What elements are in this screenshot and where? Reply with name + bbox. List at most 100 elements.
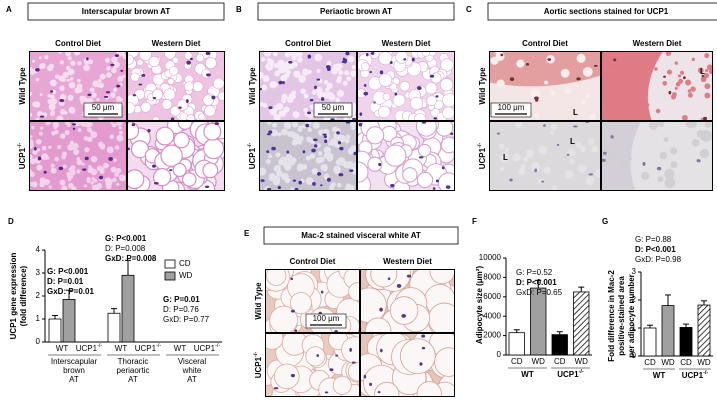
cell bbox=[114, 61, 119, 66]
nucleus bbox=[369, 382, 373, 386]
cell bbox=[687, 89, 692, 93]
nucleus bbox=[359, 112, 363, 116]
cell bbox=[367, 156, 383, 172]
cell bbox=[627, 156, 632, 161]
cell bbox=[59, 133, 66, 139]
nucleus bbox=[114, 54, 119, 57]
cell bbox=[285, 69, 291, 75]
cell bbox=[59, 109, 66, 115]
cell bbox=[618, 56, 624, 61]
cell bbox=[205, 57, 217, 69]
nucleus bbox=[588, 173, 594, 176]
row-label-base: UCP1 bbox=[478, 147, 487, 169]
nucleus bbox=[406, 274, 412, 278]
cell bbox=[152, 116, 160, 120]
cell bbox=[106, 72, 112, 78]
stat-text: D: P<0.001 bbox=[516, 278, 557, 287]
cell bbox=[76, 159, 83, 166]
cell bbox=[538, 145, 548, 155]
lumen-label: L bbox=[503, 153, 508, 162]
cell bbox=[680, 70, 685, 75]
nucleus bbox=[435, 179, 440, 183]
cell bbox=[38, 56, 42, 60]
cell bbox=[59, 93, 67, 101]
cell bbox=[585, 93, 590, 99]
stat-text: GxD: P=0.01 bbox=[47, 287, 94, 296]
cell bbox=[30, 158, 36, 165]
cell bbox=[67, 94, 74, 101]
title-box bbox=[27, 2, 225, 21]
cell bbox=[106, 146, 114, 154]
cell bbox=[32, 149, 38, 155]
column-header: Control Diet bbox=[290, 257, 336, 266]
cell bbox=[320, 164, 329, 172]
cell bbox=[704, 92, 711, 99]
cell bbox=[152, 167, 172, 187]
column-header: Western Diet bbox=[382, 39, 431, 48]
nucleus bbox=[320, 290, 324, 294]
y-axis-label: Fold difference in Mac-2 bbox=[607, 270, 616, 362]
cell bbox=[518, 168, 526, 175]
nucleus bbox=[35, 67, 40, 72]
row-label: UCP1-/- bbox=[253, 352, 263, 379]
cell bbox=[663, 137, 669, 143]
cell bbox=[128, 169, 145, 190]
scale-bar-label: 100 μm bbox=[498, 103, 525, 112]
column-header: Control Diet bbox=[285, 39, 331, 48]
cell bbox=[90, 156, 98, 163]
row-label: Wild Type bbox=[18, 67, 27, 105]
cell bbox=[114, 145, 120, 150]
cell bbox=[421, 52, 430, 57]
nucleus bbox=[316, 354, 319, 357]
stat-text: D: P=0.008 bbox=[105, 244, 146, 253]
nucleus bbox=[282, 80, 285, 85]
cell bbox=[344, 138, 350, 144]
panel-title: Mac-2 stained visceral white AT bbox=[301, 231, 421, 240]
row-label-sup: -/- bbox=[253, 352, 259, 357]
cell bbox=[333, 165, 341, 174]
title-box bbox=[263, 226, 459, 245]
group-label-sup: -/- bbox=[579, 369, 584, 375]
nucleus bbox=[152, 96, 157, 99]
cell bbox=[30, 169, 33, 175]
nucleus bbox=[336, 131, 340, 135]
y-tick-label: 10000 bbox=[479, 253, 502, 262]
cell bbox=[265, 159, 271, 165]
cell bbox=[204, 105, 216, 117]
nucleus bbox=[307, 111, 312, 115]
cell bbox=[440, 136, 454, 154]
cell bbox=[167, 77, 175, 85]
y-tick-label: 1 bbox=[36, 314, 41, 323]
cell bbox=[41, 154, 48, 160]
cell bbox=[202, 94, 214, 106]
cell bbox=[291, 122, 299, 128]
nucleus bbox=[278, 80, 283, 85]
cell bbox=[262, 75, 270, 82]
nucleus bbox=[128, 147, 130, 151]
cell bbox=[88, 97, 94, 103]
cell bbox=[71, 186, 77, 190]
stat-text: G: P=0.88 bbox=[635, 235, 672, 244]
nucleus bbox=[205, 52, 211, 56]
cell bbox=[91, 177, 95, 181]
nucleus bbox=[302, 150, 306, 154]
cell bbox=[298, 75, 307, 83]
cell bbox=[685, 122, 697, 129]
panel-letter: A bbox=[6, 5, 12, 14]
nucleus bbox=[214, 122, 219, 126]
category-label: white bbox=[182, 366, 202, 375]
cell bbox=[31, 125, 35, 130]
cell bbox=[704, 52, 710, 59]
cell bbox=[618, 77, 622, 82]
cell bbox=[110, 92, 116, 98]
nucleus bbox=[419, 362, 423, 366]
cell bbox=[112, 87, 118, 93]
nucleus bbox=[421, 334, 426, 338]
cell bbox=[606, 68, 612, 74]
nucleus bbox=[39, 115, 45, 118]
cell bbox=[427, 302, 454, 332]
nucleus bbox=[401, 313, 407, 318]
cell bbox=[612, 76, 618, 82]
legend-label: CD bbox=[179, 259, 191, 268]
cell bbox=[305, 346, 326, 367]
